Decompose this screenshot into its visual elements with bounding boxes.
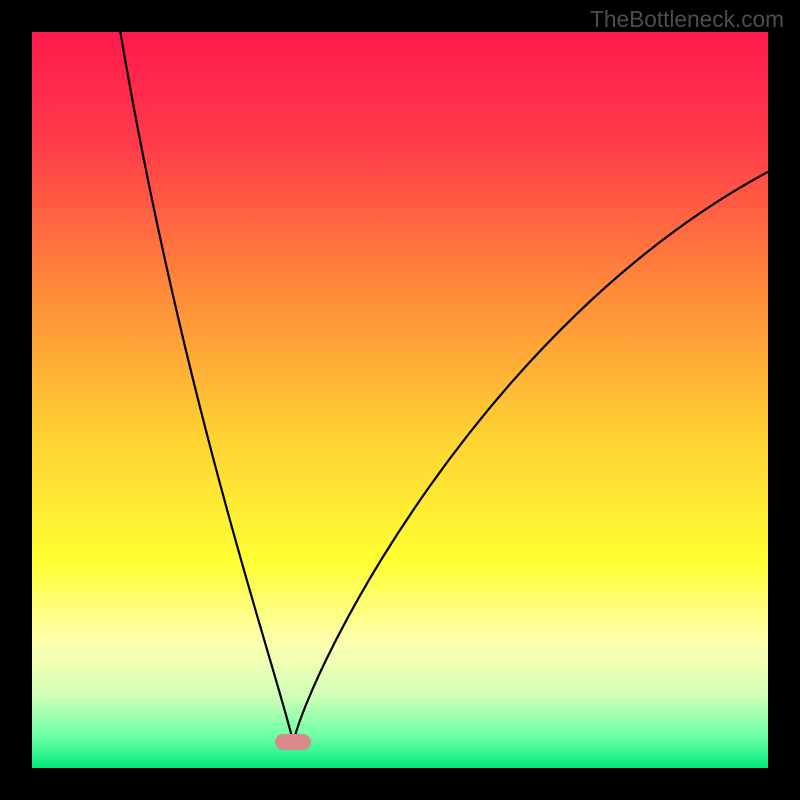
plot-area [32,32,768,768]
curve-layer [32,32,768,768]
watermark-text: TheBottleneck.com [590,6,784,33]
vertex-marker [275,734,311,750]
bottleneck-chart: TheBottleneck.com [0,0,800,800]
bottleneck-curve [120,32,768,742]
